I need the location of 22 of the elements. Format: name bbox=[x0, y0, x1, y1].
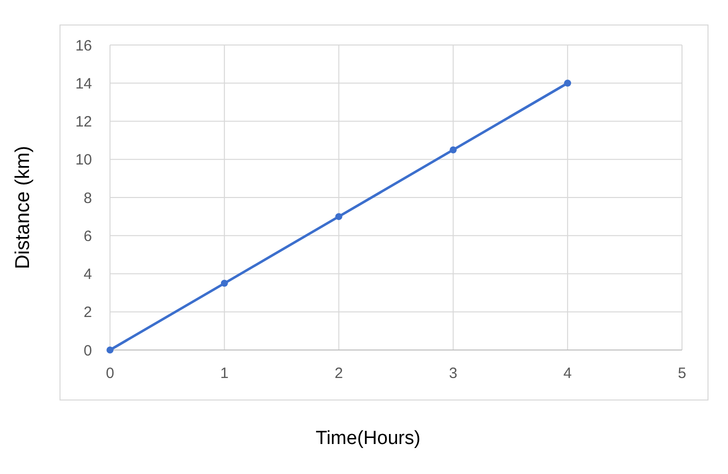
x-tick-label: 2 bbox=[334, 365, 343, 382]
point bbox=[220, 280, 228, 287]
y-tick-label: 8 bbox=[84, 190, 92, 207]
x-axis-title: Time(Hours) bbox=[316, 428, 420, 449]
x-tick-label: 4 bbox=[563, 365, 572, 382]
y-tick-label: 16 bbox=[75, 37, 92, 54]
y-axis-title: Distance (km) bbox=[12, 146, 34, 270]
y-tick-label: 0 bbox=[84, 342, 92, 360]
y-tick-label: 14 bbox=[75, 75, 92, 92]
y-tick-label: 4 bbox=[84, 266, 92, 283]
point bbox=[450, 146, 457, 154]
y-tick-label: 6 bbox=[84, 228, 92, 245]
x-tick-label: 3 bbox=[449, 365, 458, 382]
point bbox=[564, 80, 572, 87]
point bbox=[335, 213, 342, 220]
y-tick-label: 12 bbox=[75, 114, 92, 130]
x-tick-label: 0 bbox=[106, 365, 114, 382]
x-tick-label: 5 bbox=[678, 365, 686, 382]
x-tick-label: 1 bbox=[220, 365, 229, 382]
y-tick-label: 2 bbox=[84, 304, 92, 322]
point bbox=[106, 346, 114, 354]
y-tick-label: 10 bbox=[75, 152, 92, 169]
